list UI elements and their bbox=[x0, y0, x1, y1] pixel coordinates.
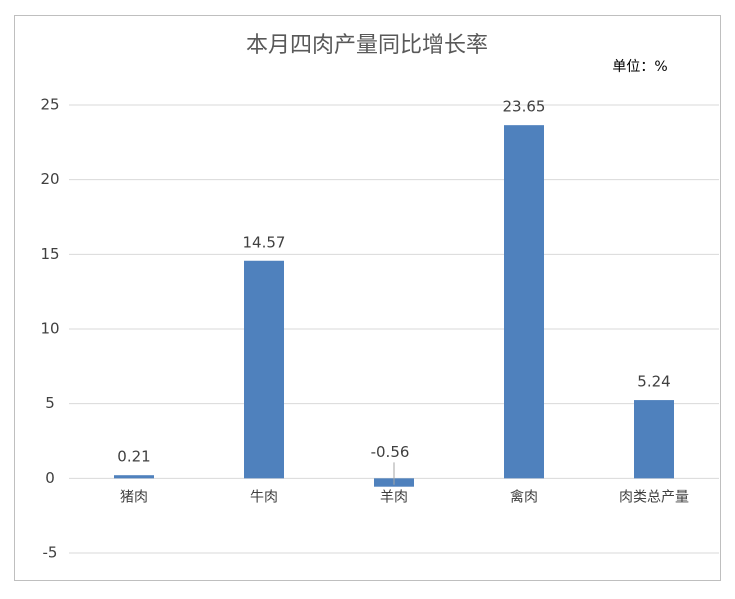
y-tick-label: 15 bbox=[40, 245, 59, 263]
bar bbox=[504, 125, 544, 479]
chart-title: 本月四肉产量同比增长率 bbox=[246, 33, 488, 58]
y-tick-label: 25 bbox=[40, 96, 59, 114]
bar bbox=[634, 400, 674, 479]
data-label: -0.56 bbox=[371, 443, 410, 461]
data-label: 5.24 bbox=[637, 373, 670, 391]
x-tick-label: 牛肉 bbox=[250, 489, 278, 505]
x-tick-label: 肉类总产量 bbox=[619, 489, 689, 505]
data-label: 0.21 bbox=[117, 448, 150, 466]
y-tick-label: 5 bbox=[45, 394, 55, 412]
x-tick-label: 猪肉 bbox=[120, 489, 148, 505]
y-tick-label: 0 bbox=[45, 469, 55, 487]
y-tick-label: 20 bbox=[40, 170, 59, 188]
y-tick-label: -5 bbox=[43, 544, 58, 562]
x-tick-label: 禽肉 bbox=[510, 488, 538, 505]
x-tick-label: 羊肉 bbox=[380, 489, 408, 505]
bar bbox=[114, 475, 154, 479]
data-label: 14.57 bbox=[243, 233, 286, 251]
y-tick-label: 10 bbox=[40, 320, 59, 338]
data-label: 23.65 bbox=[503, 98, 546, 116]
unit-label: 单位：% bbox=[612, 59, 667, 75]
chart-border bbox=[14, 15, 721, 581]
bar bbox=[244, 260, 284, 479]
